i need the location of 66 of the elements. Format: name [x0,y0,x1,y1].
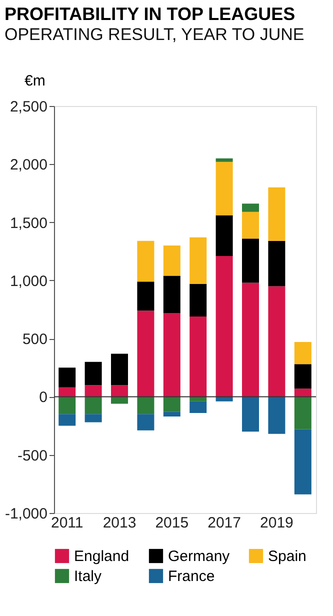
bar [242,396,259,432]
bar [58,414,76,426]
bar [111,385,128,397]
y-axis-title: €m [24,72,46,90]
bar [216,256,233,397]
bar [242,204,259,212]
chart-subtitle: OPERATING RESULT, YEAR TO JUNE [4,25,304,44]
bar [163,276,180,313]
y-tick-label: 1,500 [10,214,48,232]
bar [58,396,76,414]
bar [84,414,102,422]
bar [84,396,102,414]
bar [111,354,128,386]
bar [242,238,259,283]
bar [163,246,180,276]
legend-label: Germany [168,548,230,565]
bar [137,310,154,397]
bar [294,396,312,430]
bar [111,396,128,404]
bar [84,362,102,386]
y-tick-label: 2,000 [10,156,48,174]
bar [268,240,286,286]
bar [268,187,286,241]
x-tick-label: 2011 [50,514,84,532]
bar [216,215,233,256]
x-tick-label: 2013 [102,514,136,532]
bar [58,387,76,397]
bar [216,396,233,402]
bar [190,284,207,316]
bar [163,412,180,416]
bar [294,388,312,397]
bar [137,240,154,282]
bar [137,396,154,414]
bar [58,368,76,388]
x-tick-label: 2019 [260,514,294,532]
bar [294,429,312,494]
bar [137,414,154,430]
y-tick-label: 2,500 [10,98,48,116]
y-tick-label: -1,000 [4,506,48,522]
bar [84,385,102,397]
bar [190,401,207,413]
y-tick-label: 1,000 [10,272,48,290]
bar [190,316,207,397]
bar [216,158,233,162]
bar [268,396,286,434]
bar [190,396,207,402]
legend-label: Italy [74,568,102,585]
legend-label: England [74,548,130,565]
x-tick-label: 2017 [208,514,241,532]
bar [216,162,233,216]
y-tick-label: -500 [17,447,48,464]
bar [242,212,259,239]
bar [294,342,312,364]
bar [137,282,154,311]
bar [163,396,180,412]
bar [242,282,259,397]
bar [294,364,312,389]
y-tick-label: 500 [22,331,48,348]
bar [190,237,207,284]
legend-label: France [168,568,215,585]
y-tick-label: 0 [39,389,48,406]
bar [268,286,286,397]
chart-title: PROFITABILITY IN TOP LEAGUES [4,4,296,24]
legend-label: Spain [268,548,306,565]
x-tick-label: 2015 [155,514,189,532]
bar [163,312,180,397]
